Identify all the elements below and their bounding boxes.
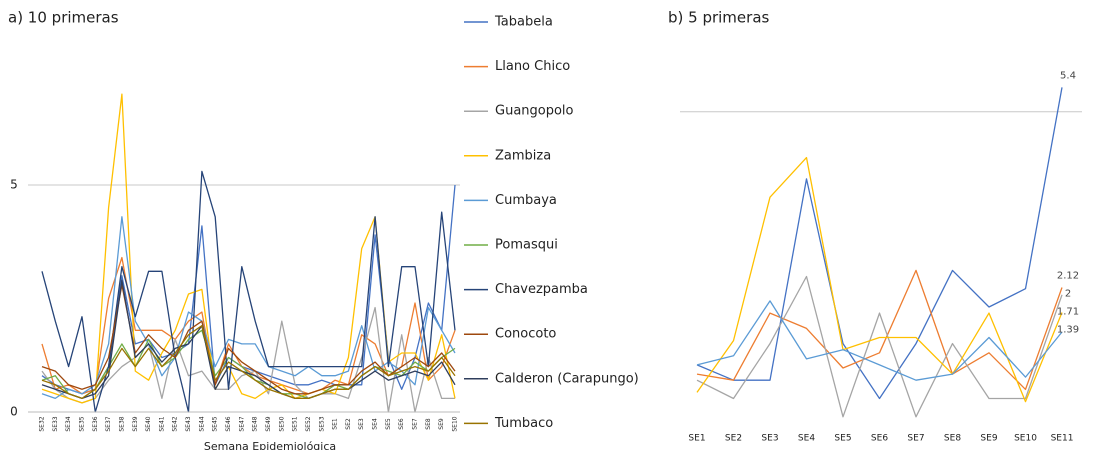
data-label: 2.12 xyxy=(1057,270,1079,281)
x-tick-label: SE6 xyxy=(871,434,888,444)
legend-label: Zambiza xyxy=(495,148,551,163)
x-axis-title: Semana Epidemiológica xyxy=(204,440,336,450)
x-tick-label: SE6 xyxy=(398,418,405,430)
data-label: 5.4 xyxy=(1060,70,1076,81)
series-line xyxy=(696,269,1063,391)
legend-label: Guangopolo xyxy=(495,104,574,119)
legend-label: Calderon (Carapungo) xyxy=(495,371,639,386)
x-tick-label: SE3 xyxy=(761,434,778,444)
x-tick-label: SE2 xyxy=(345,418,352,430)
series-line xyxy=(41,170,456,413)
x-tick-label: SE10 xyxy=(1014,434,1037,444)
x-tick-label: SE32 xyxy=(39,416,46,431)
x-tick-label: SE35 xyxy=(78,416,85,431)
x-tick-label: SE46 xyxy=(225,416,232,431)
x-tick-label: SE34 xyxy=(65,416,72,431)
legend-label: Tababela xyxy=(494,15,553,30)
legend-label: Tumbaco xyxy=(494,416,553,431)
y-tick-label: 5 xyxy=(10,178,18,192)
x-tick-label: SE1 xyxy=(688,434,705,444)
x-tick-label: SE47 xyxy=(238,416,245,431)
series-line xyxy=(696,87,1063,400)
legend-label: Cumbaya xyxy=(495,193,557,208)
legend-label: Pomasqui xyxy=(495,238,558,253)
x-tick-label: SE5 xyxy=(834,434,851,444)
x-tick-label: SE4 xyxy=(798,434,815,444)
x-tick-label: SE41 xyxy=(158,416,165,431)
x-tick-label: SE8 xyxy=(944,434,961,444)
data-label: 1.39 xyxy=(1057,324,1079,335)
x-tick-label: SE52 xyxy=(305,416,312,431)
x-tick-label: SE36 xyxy=(92,416,99,431)
x-tick-label: SE11 xyxy=(1051,434,1074,444)
x-tick-label: SE40 xyxy=(145,416,152,431)
x-tick-label: SE9 xyxy=(980,434,997,444)
legend-label: Llano Chico xyxy=(495,59,570,74)
x-tick-label: SE48 xyxy=(252,416,259,431)
x-tick-label: SE44 xyxy=(198,416,205,431)
x-tick-label: SE38 xyxy=(118,416,125,431)
x-tick-label: SE10 xyxy=(452,416,459,431)
series-line xyxy=(696,300,1063,381)
legend-label: Conocoto xyxy=(495,327,556,342)
x-tick-label: SE43 xyxy=(185,416,192,431)
x-tick-label: SE4 xyxy=(372,418,379,430)
x-tick-label: SE49 xyxy=(265,416,272,431)
x-tick-label: SE9 xyxy=(438,418,445,430)
x-tick-label: SE2 xyxy=(725,434,742,444)
x-tick-label: SE7 xyxy=(412,418,419,430)
x-tick-label: SE5 xyxy=(385,418,392,430)
x-tick-label: SE3 xyxy=(358,418,365,430)
series-line xyxy=(41,279,456,400)
x-tick-label: SE53 xyxy=(318,416,325,431)
x-tick-label: SE37 xyxy=(105,416,112,431)
x-tick-label: SE50 xyxy=(278,416,285,431)
x-tick-label: SE42 xyxy=(172,416,179,431)
data-label: 2 xyxy=(1065,288,1071,299)
chart-title: a) 10 primeras xyxy=(8,9,119,27)
x-tick-label: SE8 xyxy=(425,418,432,430)
series-line xyxy=(41,325,456,400)
series-line xyxy=(696,275,1063,418)
legend-label: Chavezpamba xyxy=(495,282,588,297)
series-line xyxy=(41,216,456,400)
series-line xyxy=(696,156,1063,403)
x-tick-label: SE45 xyxy=(212,416,219,431)
chart-title: b) 5 primeras xyxy=(668,9,770,27)
x-tick-label: SE33 xyxy=(52,416,59,431)
x-tick-label: SE39 xyxy=(132,416,139,431)
y-tick-label: 0 xyxy=(10,405,18,419)
x-tick-label: SE1 xyxy=(332,418,339,430)
series-line xyxy=(41,184,456,395)
x-tick-label: SE51 xyxy=(292,416,299,431)
x-tick-label: SE7 xyxy=(907,434,924,444)
data-label: 1.71 xyxy=(1057,306,1079,317)
